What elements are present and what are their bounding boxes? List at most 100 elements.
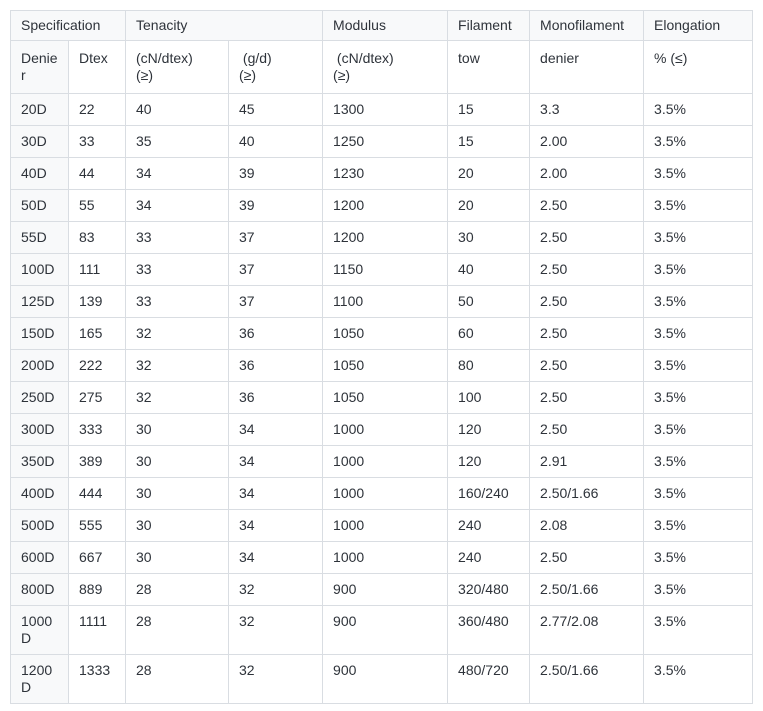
- value-cell: 3.5%: [643, 253, 754, 286]
- value-cell: 275: [67, 381, 127, 414]
- table-row: 20D 22 40 45 1300 15 3.3 3.5%: [10, 93, 754, 126]
- value-cell: 1111: [67, 605, 127, 655]
- table-row: 40D 44 34 39 1230 20 2.00 3.5%: [10, 157, 754, 190]
- denier-cell: 30D: [10, 125, 69, 158]
- table-row: 1200D 1333 28 32 900 480/720 2.50/1.66 3.5%: [10, 654, 754, 704]
- value-cell: 2.50: [529, 413, 645, 446]
- header-tow: tow: [447, 40, 531, 94]
- denier-cell: 40D: [10, 157, 69, 190]
- value-cell: 32: [228, 654, 324, 704]
- value-cell: 36: [228, 349, 324, 382]
- denier-cell: 800D: [10, 573, 69, 606]
- value-cell: 2.77/2.08: [529, 605, 645, 655]
- value-cell: 2.50/1.66: [529, 477, 645, 510]
- denier-cell: 1000D: [10, 605, 69, 655]
- value-cell: 222: [67, 349, 127, 382]
- denier-cell: 600D: [10, 541, 69, 574]
- table-row: 30D 33 35 40 1250 15 2.00 3.5%: [10, 125, 754, 158]
- value-cell: 15: [447, 93, 531, 126]
- value-cell: 32: [228, 605, 324, 655]
- value-cell: 480/720: [447, 654, 531, 704]
- unit-line-1: (cN/dtex): [333, 50, 394, 66]
- value-cell: 37: [228, 221, 324, 254]
- value-cell: 33: [125, 285, 230, 318]
- value-cell: 50: [447, 285, 531, 318]
- value-cell: 30: [125, 509, 230, 542]
- value-cell: 389: [67, 445, 127, 478]
- value-cell: 1050: [322, 349, 449, 382]
- value-cell: 165: [67, 317, 127, 350]
- value-cell: 111: [67, 253, 127, 286]
- value-cell: 333: [67, 413, 127, 446]
- value-cell: 240: [447, 541, 531, 574]
- value-cell: 22: [67, 93, 127, 126]
- value-cell: 34: [228, 509, 324, 542]
- header-monofilament: Monofilament: [529, 10, 645, 41]
- value-cell: 45: [228, 93, 324, 126]
- header-dtex: Dtex: [67, 40, 127, 94]
- denier-cell: 400D: [10, 477, 69, 510]
- header-modulus: Modulus: [322, 10, 449, 41]
- value-cell: 120: [447, 413, 531, 446]
- value-cell: 2.00: [529, 157, 645, 190]
- value-cell: 44: [67, 157, 127, 190]
- denier-cell: 125D: [10, 285, 69, 318]
- table-row: 500D 555 30 34 1000 240 2.08 3.5%: [10, 509, 754, 542]
- value-cell: 1100: [322, 285, 449, 318]
- value-cell: 28: [125, 654, 230, 704]
- value-cell: 667: [67, 541, 127, 574]
- value-cell: 1050: [322, 317, 449, 350]
- value-cell: 32: [228, 573, 324, 606]
- value-cell: 39: [228, 157, 324, 190]
- value-cell: 2.00: [529, 125, 645, 158]
- value-cell: 2.50/1.66: [529, 573, 645, 606]
- value-cell: 1333: [67, 654, 127, 704]
- value-cell: 360/480: [447, 605, 531, 655]
- value-cell: 2.50: [529, 541, 645, 574]
- table-row: 800D 889 28 32 900 320/480 2.50/1.66 3.5%: [10, 573, 754, 606]
- value-cell: 33: [125, 221, 230, 254]
- unit-line-2: (≥): [333, 67, 351, 83]
- value-cell: 32: [125, 317, 230, 350]
- value-cell: 3.5%: [643, 541, 754, 574]
- table-row: 150D 165 32 36 1050 60 2.50 3.5%: [10, 317, 754, 350]
- value-cell: 34: [125, 157, 230, 190]
- table-row: 350D 389 30 34 1000 120 2.91 3.5%: [10, 445, 754, 478]
- value-cell: 20: [447, 157, 531, 190]
- table-row: 600D 667 30 34 1000 240 2.50 3.5%: [10, 541, 754, 574]
- value-cell: 3.5%: [643, 189, 754, 222]
- table-row: 200D 222 32 36 1050 80 2.50 3.5%: [10, 349, 754, 382]
- value-cell: 1050: [322, 381, 449, 414]
- value-cell: 444: [67, 477, 127, 510]
- unit-line-1: (cN/dtex): [136, 50, 193, 66]
- value-cell: 3.5%: [643, 221, 754, 254]
- value-cell: 34: [228, 445, 324, 478]
- unit-line-1: (g/d): [239, 50, 272, 66]
- value-cell: 3.3: [529, 93, 645, 126]
- value-cell: 33: [67, 125, 127, 158]
- value-cell: 3.5%: [643, 93, 754, 126]
- value-cell: 30: [125, 541, 230, 574]
- value-cell: 3.5%: [643, 317, 754, 350]
- value-cell: 3.5%: [643, 605, 754, 655]
- value-cell: 55: [67, 189, 127, 222]
- value-cell: 139: [67, 285, 127, 318]
- header-modulus-cndtex: (cN/dtex) (≥): [322, 40, 449, 94]
- denier-cell: 300D: [10, 413, 69, 446]
- denier-cell: 250D: [10, 381, 69, 414]
- value-cell: 3.5%: [643, 654, 754, 704]
- header-filament: Filament: [447, 10, 531, 41]
- value-cell: 36: [228, 381, 324, 414]
- denier-cell: 150D: [10, 317, 69, 350]
- value-cell: 1000: [322, 477, 449, 510]
- value-cell: 37: [228, 285, 324, 318]
- table-row: 100D 111 33 37 1150 40 2.50 3.5%: [10, 253, 754, 286]
- value-cell: 3.5%: [643, 573, 754, 606]
- value-cell: 34: [228, 477, 324, 510]
- header-elongation: Elongation: [643, 10, 754, 41]
- value-cell: 30: [125, 445, 230, 478]
- value-cell: 1000: [322, 445, 449, 478]
- value-cell: 3.5%: [643, 349, 754, 382]
- denier-cell: 55D: [10, 221, 69, 254]
- value-cell: 3.5%: [643, 445, 754, 478]
